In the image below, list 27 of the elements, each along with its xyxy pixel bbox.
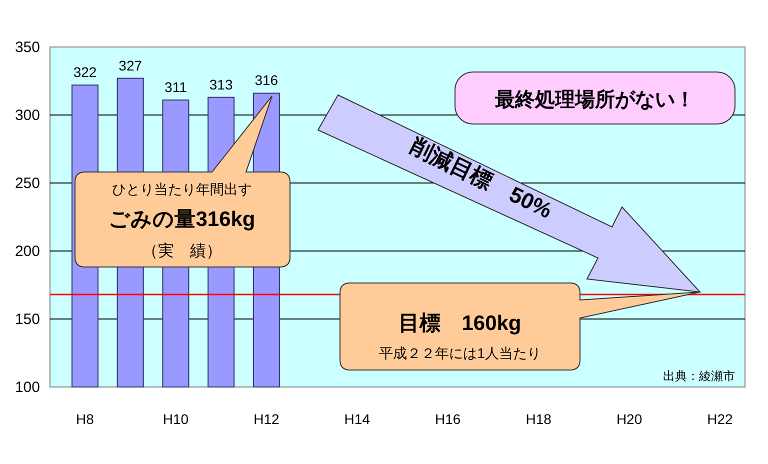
annotation: （実 績） bbox=[142, 242, 222, 260]
y-tick-label: 350 bbox=[14, 39, 40, 56]
annotation: 平成２２年には1人当たり bbox=[379, 345, 541, 361]
data-label: 313 bbox=[209, 76, 233, 92]
annotation: ひとり当たり年間出す bbox=[112, 181, 252, 197]
data-label: 327 bbox=[118, 57, 142, 74]
x-tick-label: H16 bbox=[435, 411, 461, 427]
data-label: 322 bbox=[73, 64, 97, 80]
x-tick-label: H14 bbox=[344, 411, 370, 427]
y-tick-label: 100 bbox=[14, 379, 40, 396]
y-tick-label: 250 bbox=[14, 175, 40, 192]
y-tick-label: 150 bbox=[14, 311, 40, 328]
x-tick-label: H12 bbox=[254, 411, 280, 427]
x-tick-label: H8 bbox=[76, 411, 94, 427]
annotation: 最終処理場所がない！ bbox=[494, 89, 695, 111]
x-tick-label: H10 bbox=[162, 411, 189, 427]
x-tick-label: H22 bbox=[707, 411, 734, 427]
x-tick-label: H20 bbox=[616, 411, 642, 427]
y-tick-label: 300 bbox=[14, 107, 40, 124]
annotation: 目標 160kg bbox=[398, 312, 522, 335]
annotation: ごみの量316kg bbox=[108, 208, 256, 231]
data-label: 316 bbox=[254, 72, 278, 88]
x-tick-label: H18 bbox=[526, 411, 552, 427]
y-tick-label: 200 bbox=[14, 243, 40, 260]
data-label: 311 bbox=[164, 79, 188, 96]
annotation: 出典：綾瀬市 bbox=[663, 369, 735, 383]
annotation: 削減目標 50% bbox=[406, 132, 556, 224]
